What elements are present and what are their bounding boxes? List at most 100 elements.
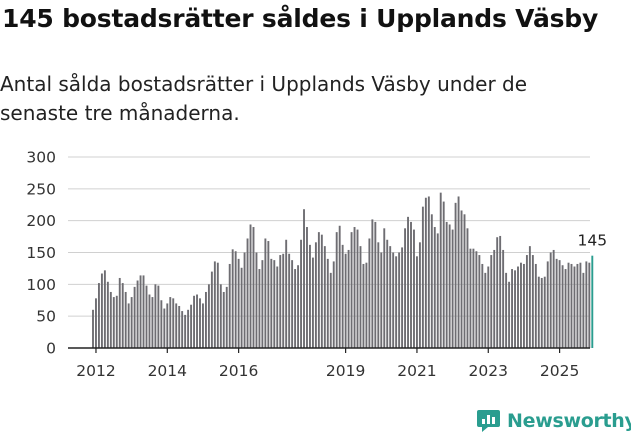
bar bbox=[181, 311, 184, 348]
bar bbox=[404, 228, 407, 348]
bar bbox=[454, 202, 457, 348]
bar bbox=[430, 214, 433, 348]
bar bbox=[139, 275, 142, 348]
bar bbox=[297, 265, 300, 348]
bar bbox=[332, 261, 335, 348]
bar bbox=[386, 239, 389, 348]
bar bbox=[469, 248, 472, 348]
bar bbox=[103, 270, 106, 348]
bar bbox=[294, 269, 297, 348]
bar bbox=[124, 291, 127, 348]
bar bbox=[564, 269, 567, 348]
bar bbox=[418, 242, 421, 348]
bar bbox=[184, 314, 187, 348]
bar bbox=[341, 244, 344, 348]
bar bbox=[160, 300, 163, 348]
bar bbox=[252, 227, 255, 348]
y-tick-label: 250 bbox=[26, 180, 56, 198]
bar bbox=[401, 247, 404, 348]
bar bbox=[362, 263, 365, 348]
bar bbox=[433, 227, 436, 348]
bar bbox=[416, 256, 418, 348]
bar bbox=[320, 234, 323, 348]
bar bbox=[567, 262, 570, 348]
bar bbox=[442, 201, 445, 348]
bar bbox=[499, 235, 502, 348]
bar bbox=[97, 283, 100, 348]
bar bbox=[309, 244, 311, 348]
bar bbox=[350, 232, 353, 348]
bar bbox=[344, 253, 347, 348]
bar bbox=[478, 255, 481, 348]
newsworthy-logo: Newsworthy bbox=[476, 408, 631, 433]
bar bbox=[118, 277, 121, 348]
bar bbox=[112, 297, 115, 348]
bar bbox=[555, 258, 558, 348]
bar bbox=[172, 298, 175, 348]
bar bbox=[187, 309, 190, 348]
bar bbox=[380, 252, 383, 348]
bar bbox=[392, 252, 395, 348]
bar bbox=[288, 253, 291, 348]
bar bbox=[534, 263, 537, 348]
bar bbox=[210, 271, 213, 348]
bar bbox=[95, 298, 97, 348]
bar bbox=[525, 255, 528, 348]
bar bbox=[368, 238, 371, 348]
bar bbox=[353, 227, 356, 348]
x-tick-label: 2025 bbox=[540, 362, 579, 380]
bar bbox=[199, 298, 201, 348]
bar bbox=[582, 272, 585, 348]
bar bbox=[234, 251, 237, 348]
chart-subtitle: Antal sålda bostadsrätter i Upplands Väs… bbox=[0, 72, 528, 125]
bar bbox=[552, 249, 555, 348]
bar bbox=[240, 267, 243, 348]
bar bbox=[282, 253, 285, 348]
bar bbox=[273, 260, 276, 348]
bar bbox=[303, 209, 305, 348]
bar bbox=[279, 255, 282, 348]
bar bbox=[436, 233, 439, 348]
bar bbox=[546, 261, 549, 348]
bar bbox=[148, 294, 151, 348]
bar bbox=[231, 249, 234, 348]
bar bbox=[127, 303, 130, 348]
bar bbox=[178, 305, 181, 348]
bar bbox=[121, 283, 124, 348]
y-tick-label: 100 bbox=[26, 276, 56, 294]
bar bbox=[410, 221, 412, 348]
bar bbox=[314, 242, 317, 348]
bar bbox=[585, 261, 588, 348]
bar bbox=[204, 291, 207, 348]
bar bbox=[383, 228, 386, 348]
bar bbox=[561, 265, 564, 348]
bar bbox=[300, 239, 302, 348]
y-tick-label: 0 bbox=[46, 340, 56, 358]
bar bbox=[540, 277, 543, 348]
bar bbox=[460, 210, 463, 348]
bar bbox=[505, 272, 508, 348]
bar bbox=[291, 260, 294, 348]
bar bbox=[579, 262, 582, 348]
bar bbox=[496, 237, 499, 348]
bar bbox=[255, 252, 258, 348]
bar bbox=[100, 273, 103, 348]
bar bbox=[427, 196, 430, 348]
newsworthy-logo-text: Newsworthy bbox=[507, 409, 631, 432]
bar bbox=[487, 266, 490, 348]
bar bbox=[169, 297, 172, 348]
bar bbox=[157, 285, 160, 348]
bar bbox=[514, 270, 516, 348]
x-tick-label: 2014 bbox=[148, 362, 187, 380]
bar bbox=[490, 255, 493, 348]
bar bbox=[481, 263, 484, 348]
bar bbox=[466, 228, 469, 348]
bar bbox=[389, 246, 392, 348]
bar bbox=[106, 281, 109, 348]
bar bbox=[276, 266, 279, 348]
bar bbox=[522, 263, 525, 348]
bar bbox=[267, 241, 270, 348]
bar bbox=[175, 303, 178, 348]
bar bbox=[573, 266, 576, 348]
y-tick-label: 150 bbox=[26, 244, 56, 262]
